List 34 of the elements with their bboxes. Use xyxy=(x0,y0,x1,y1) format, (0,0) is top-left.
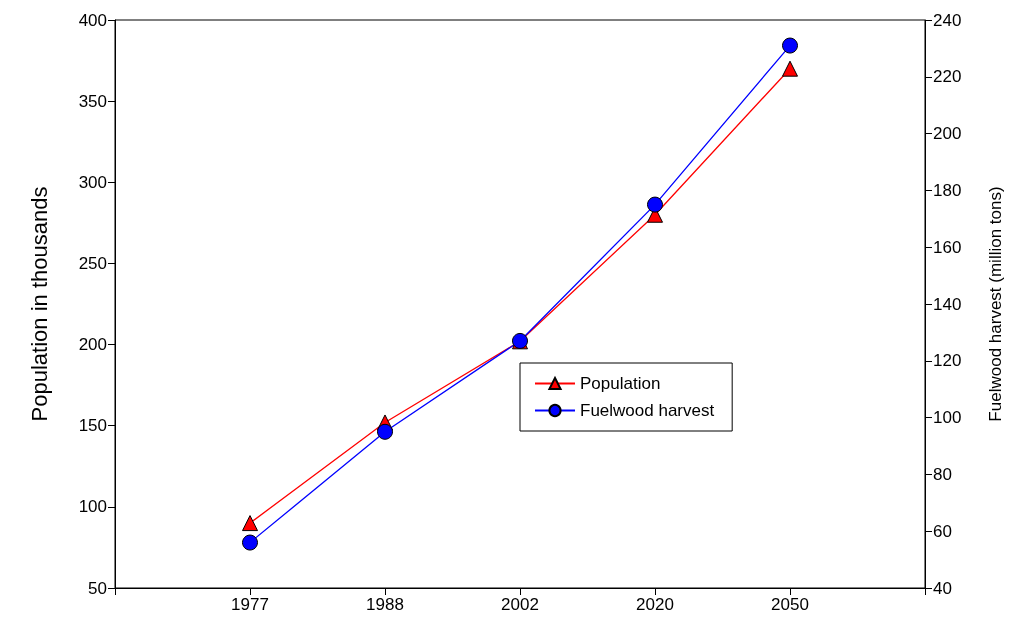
x-tick-label: 1988 xyxy=(366,595,404,614)
y-tick-label: 50 xyxy=(88,578,107,598)
y2-tick-label: 120 xyxy=(933,351,962,371)
y-tick-label: 300 xyxy=(78,172,107,192)
point xyxy=(242,534,258,551)
point xyxy=(242,515,258,532)
legend-label: Population xyxy=(580,374,661,393)
x-tick-label: 2002 xyxy=(501,595,539,614)
y2-tick-label: 200 xyxy=(933,124,962,144)
y2-tick-label: 60 xyxy=(933,521,952,541)
x-tick-label: 2050 xyxy=(771,595,809,614)
y2-tick-label: 80 xyxy=(933,464,952,484)
y2-tick-label: 100 xyxy=(933,408,962,428)
y2-tick-label: 40 xyxy=(933,578,952,598)
y2-tick-label: 160 xyxy=(933,237,962,257)
y2-tick-label: 140 xyxy=(933,294,962,314)
y-tick-label: 250 xyxy=(78,253,107,273)
x-tick-label: 1977 xyxy=(231,595,269,614)
y2-tick-label: 240 xyxy=(933,10,962,30)
legend-label: Fuelwood harvest xyxy=(580,401,715,420)
y2-tick-label: 220 xyxy=(933,67,962,87)
y-tick-label: 100 xyxy=(78,497,107,517)
point xyxy=(782,60,798,77)
point xyxy=(782,37,798,54)
y-axis-title: Population in thousands xyxy=(26,186,52,422)
y-tick-label: 400 xyxy=(78,10,107,30)
y-tick-label: 150 xyxy=(78,416,107,436)
y2-axis-title: Fuelwood harvest (million tons) xyxy=(986,186,1005,422)
point xyxy=(377,423,393,440)
y-tick-label: 350 xyxy=(78,91,107,111)
y2-tick-label: 180 xyxy=(933,180,962,200)
y-tick-label: 200 xyxy=(78,335,107,355)
x-tick-label: 2020 xyxy=(636,595,674,614)
point xyxy=(647,196,663,213)
